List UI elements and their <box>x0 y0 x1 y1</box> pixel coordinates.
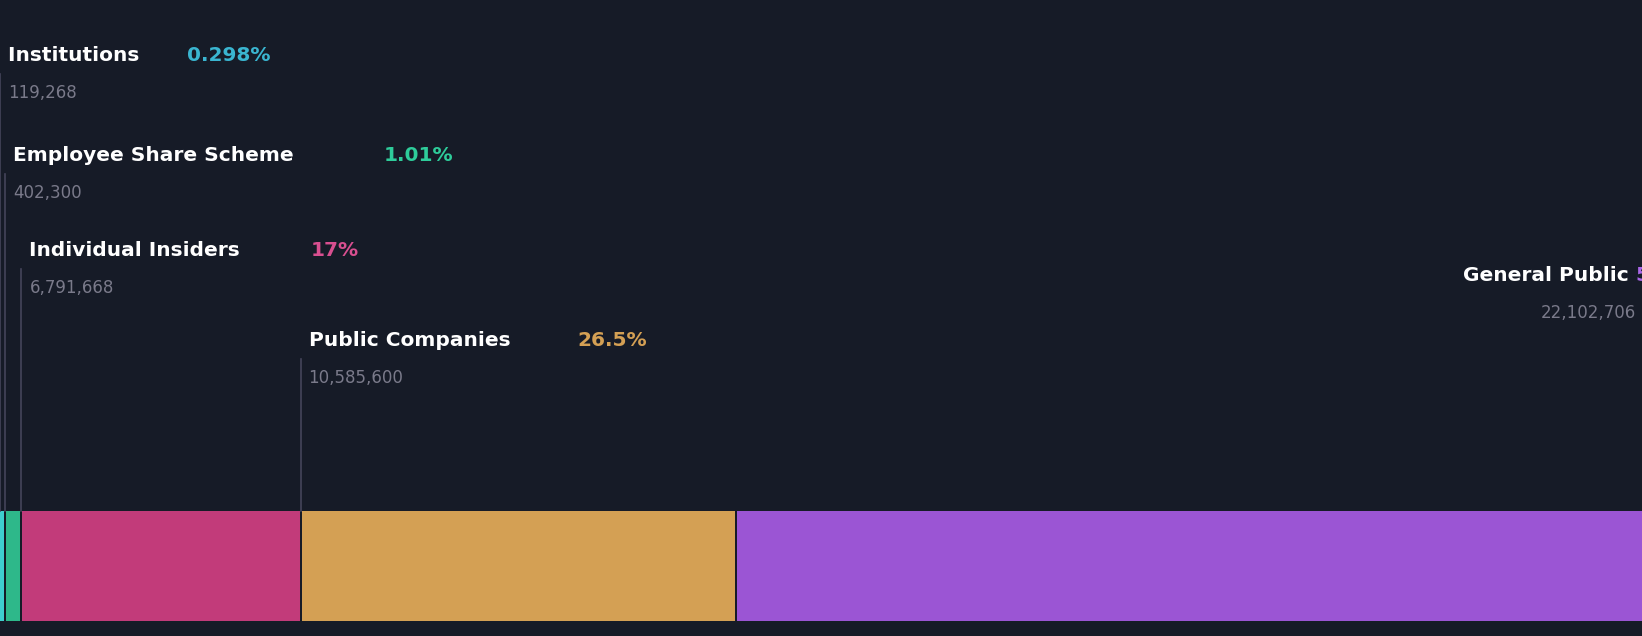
Text: 26.5%: 26.5% <box>578 331 647 350</box>
Text: Individual Insiders: Individual Insiders <box>30 241 248 260</box>
Bar <box>300 511 736 621</box>
Bar <box>0 511 5 621</box>
Text: Institutions: Institutions <box>8 46 146 65</box>
Text: 119,268: 119,268 <box>8 84 77 102</box>
Bar <box>299 511 302 621</box>
Text: 10,585,600: 10,585,600 <box>309 369 404 387</box>
Text: 17%: 17% <box>310 241 358 260</box>
Bar <box>736 511 1642 621</box>
Text: 1.01%: 1.01% <box>384 146 453 165</box>
Bar <box>20 511 23 621</box>
Text: 0.298%: 0.298% <box>187 46 269 65</box>
Text: 6,791,668: 6,791,668 <box>30 279 113 297</box>
Text: 402,300: 402,300 <box>13 184 82 202</box>
Bar <box>3 511 7 621</box>
Text: Public Companies: Public Companies <box>309 331 517 350</box>
Bar <box>734 511 737 621</box>
Bar <box>21 511 300 621</box>
Text: Employee Share Scheme: Employee Share Scheme <box>13 146 300 165</box>
Text: 22,102,706: 22,102,706 <box>1540 304 1635 322</box>
Bar <box>5 511 21 621</box>
Text: 55.3%: 55.3% <box>1635 266 1642 285</box>
Text: General Public: General Public <box>1463 266 1635 285</box>
